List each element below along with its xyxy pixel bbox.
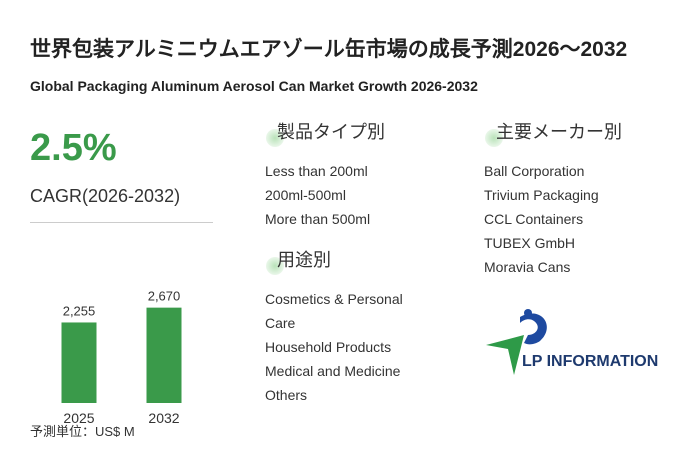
item-list: Cosmetics & Personal Care Household Produ… [265,287,415,407]
logo: LP INFORMATION [486,309,658,375]
section-title: 用途別 [277,250,331,270]
section-title: 製品タイプ別 [277,122,385,142]
list-item: Less than 200ml [265,163,368,179]
subtitle: Global Packaging Aluminum Aerosol Can Ma… [30,78,478,94]
bar [146,307,182,403]
x-tick-label: 2032 [148,410,179,426]
list-item: Others [265,387,308,403]
list-item: Cosmetics & Personal Care [265,291,403,331]
list-item: Household Products [265,339,392,355]
unit-label: 予測単位：US$ M [30,424,135,439]
bullet [266,257,284,275]
list-item: Medical and Medicine [265,363,401,379]
cagr-label: CAGR(2026-2032) [30,186,181,206]
item-list: Ball Corporation Trivium Packaging CCL Con… [484,159,674,279]
logo-mark [520,313,547,345]
logo-text: LP INFORMATION [522,353,658,370]
x-tick-label: 2025 [63,410,94,426]
bar [61,322,97,403]
value-label: 2,255 [63,303,96,318]
bullet [266,129,284,147]
item-list: Less than 200ml 200ml-500ml More than 500m… [265,159,435,231]
title: 世界包装アルミニウムエアゾール缶市場の成長予測2026～2032 [30,38,628,61]
bullet [485,129,503,147]
list-item: CCL Containers [484,211,584,227]
cagr-value: 2.5% [30,127,117,169]
logo-mark [486,335,524,375]
list-item: Moravia Cans [484,259,571,275]
bar-chart: 2,255 2025 2,670 2032 予測単位：US$ M [30,289,182,439]
divider [30,222,213,223]
list-item: 200ml-500ml [265,187,346,203]
list-item: TUBEX GmbH [484,235,576,251]
list-item: Ball Corporation [484,163,585,179]
list-item: Trivium Packaging [484,187,599,203]
section-title: 主要メーカー別 [496,122,622,142]
list-item: More than 500ml [265,211,371,227]
value-label: 2,670 [148,289,181,304]
logo-dot [524,309,532,317]
